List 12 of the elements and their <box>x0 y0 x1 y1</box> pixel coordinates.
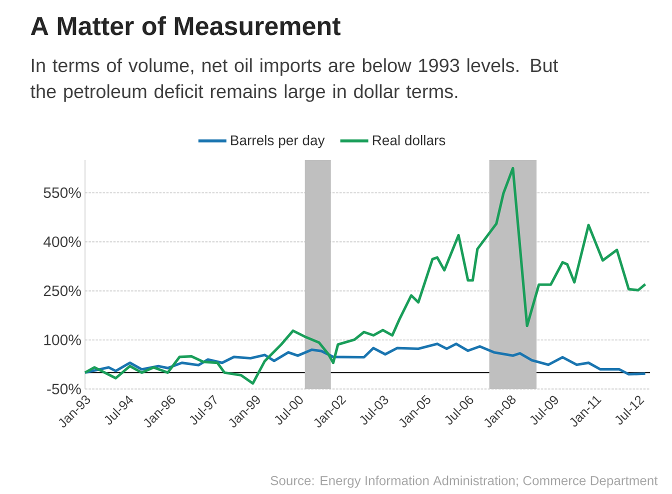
line-series <box>84 166 647 385</box>
legend-label: Real dollars <box>372 135 446 146</box>
chart-subtitle: In terms of volume, net oil imports are below 1993 levels. But the petroleum deficit remains large in dollar terms. <box>30 58 558 102</box>
y-tick-label: 100% <box>44 334 81 346</box>
chart-title: A Matter of Measurement <box>30 16 340 36</box>
legend-label: Barrels per day <box>231 135 325 148</box>
y-tick-label: -50% <box>47 384 81 394</box>
line-series <box>84 342 647 376</box>
y-tick-label: 250% <box>44 286 81 296</box>
y-tick-label: 400% <box>43 236 81 248</box>
source-note: Source: Energy Information Administration; Commerce Department <box>270 476 658 488</box>
y-tick-label: 550% <box>44 187 81 198</box>
